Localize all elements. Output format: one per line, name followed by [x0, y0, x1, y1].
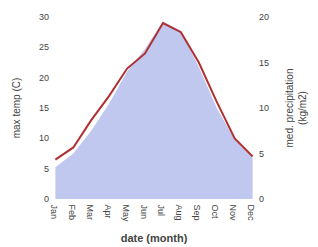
svg-text:15: 15 — [259, 58, 269, 68]
svg-text:Mar: Mar — [85, 205, 95, 221]
svg-text:May: May — [121, 205, 131, 223]
svg-text:Jul: Jul — [156, 205, 166, 217]
svg-text:Dec: Dec — [246, 205, 256, 222]
svg-text:20: 20 — [259, 12, 269, 22]
svg-text:15: 15 — [39, 103, 49, 113]
svg-text:5: 5 — [259, 149, 264, 159]
svg-text:Sep: Sep — [192, 205, 202, 221]
svg-text:30: 30 — [39, 12, 49, 22]
svg-text:Jun: Jun — [139, 205, 149, 220]
svg-text:10: 10 — [259, 103, 269, 113]
svg-text:Feb: Feb — [67, 205, 77, 221]
svg-text:5: 5 — [44, 164, 49, 174]
svg-text:Apr: Apr — [103, 205, 113, 219]
svg-text:10: 10 — [39, 133, 49, 143]
svg-text:20: 20 — [39, 73, 49, 83]
svg-text:max temp (C): max temp (C) — [11, 78, 22, 139]
svg-text:Jan: Jan — [49, 205, 59, 220]
svg-text:0: 0 — [259, 194, 264, 204]
svg-text:Nov: Nov — [228, 205, 238, 222]
svg-text:med. precipitation(kg/m2): med. precipitation(kg/m2) — [284, 69, 308, 148]
svg-text:25: 25 — [39, 42, 49, 52]
svg-text:Aug: Aug — [174, 205, 184, 221]
svg-text:0: 0 — [44, 194, 49, 204]
svg-text:date (month): date (month) — [121, 232, 188, 244]
svg-text:Oct: Oct — [210, 205, 220, 220]
